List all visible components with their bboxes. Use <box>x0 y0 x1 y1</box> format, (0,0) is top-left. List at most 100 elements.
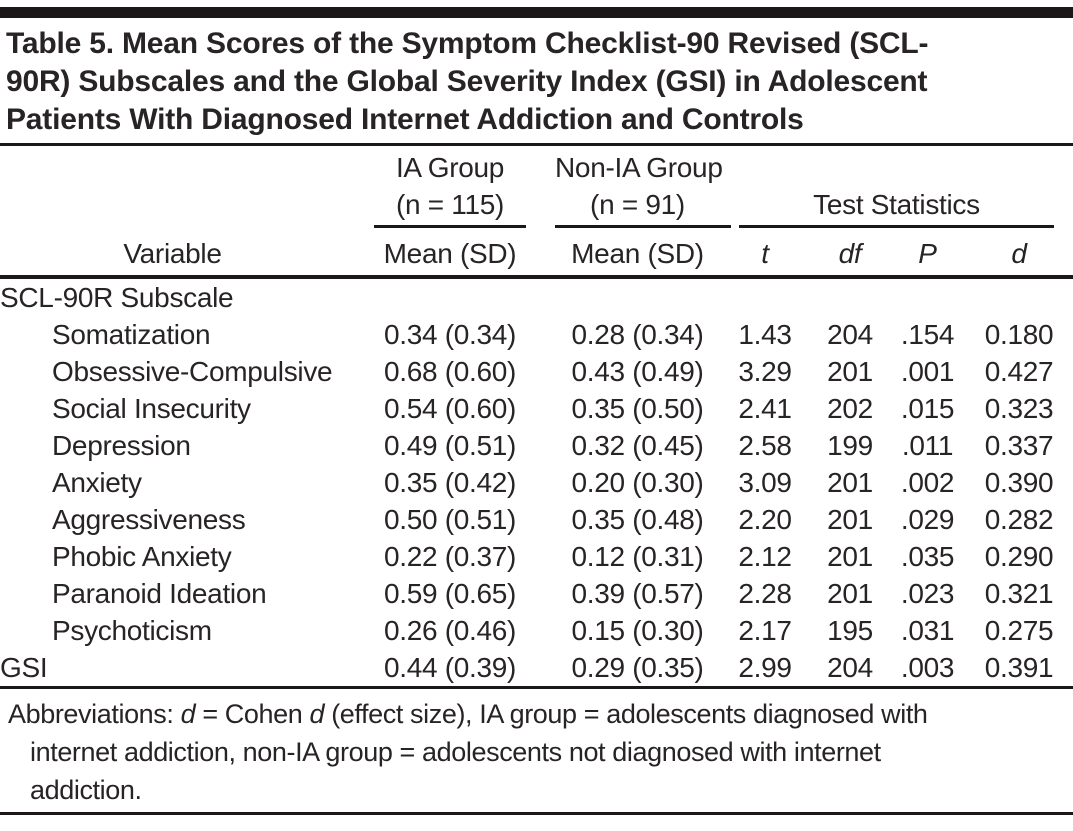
non-ia-mean-column-header: Mean (SD) <box>555 228 720 279</box>
d-cell: 0.321 <box>984 577 1054 609</box>
df-cell: 199 <box>827 429 873 461</box>
table-row: Somatization 0.34 (0.34) 0.28 (0.34) 1.43 20… <box>0 316 1073 353</box>
non-ia-mean-cell: 0.32 (0.45) <box>571 429 704 461</box>
df-column-header: df <box>810 228 890 279</box>
variable-cell: Paranoid Ideation <box>52 577 267 609</box>
t-cell: 2.20 <box>738 503 792 535</box>
t-cell: 2.17 <box>738 614 792 646</box>
t-cell: 1.43 <box>738 318 792 350</box>
table-body: SCL-90R Subscale Somatization 0.34 (0.34) 0… <box>0 277 1073 689</box>
d-cell: 0.391 <box>965 649 1073 689</box>
footnote-segment: (effect size), IA group = adolescents di… <box>324 699 928 729</box>
ia-mean-cell: 0.49 (0.51) <box>383 429 517 461</box>
footnote-line2: internet addiction, non-IA group = adole… <box>30 737 881 767</box>
p-cell: .023 <box>900 577 955 609</box>
ia-mean-cell: 0.50 (0.51) <box>383 503 517 535</box>
non-ia-mean-cell: 0.29 (0.35) <box>555 649 720 689</box>
p-cell: .029 <box>900 503 955 535</box>
d-cell: 0.323 <box>984 392 1054 424</box>
ia-group-underline <box>374 225 526 228</box>
d-column-header: d <box>965 228 1073 279</box>
ia-group-header: IA Group <box>395 152 505 183</box>
group-n-row: (n = 115) (n = 91) Test Statistics <box>0 184 1073 228</box>
variable-cell: Phobic Anxiety <box>52 540 232 572</box>
variable-cell: Anxiety <box>52 466 142 498</box>
df-cell: 201 <box>827 503 873 535</box>
df-cell: 201 <box>827 355 873 387</box>
ia-mean-cell: 0.35 (0.42) <box>383 466 517 498</box>
top-black-bar <box>0 7 1073 18</box>
ia-mean-cell: 0.68 (0.60) <box>383 355 517 387</box>
df-cell: 204 <box>810 649 890 689</box>
d-cell: 0.180 <box>984 318 1054 350</box>
empty-header-cell <box>0 148 345 184</box>
ia-group-n-header: (n = 115) <box>345 184 555 228</box>
df-cell <box>810 277 890 316</box>
df-cell: 201 <box>827 466 873 498</box>
p-column-header: P <box>890 228 965 279</box>
t-cell: 3.09 <box>738 466 792 498</box>
table-row: SCL-90R Subscale <box>0 277 1073 316</box>
table-row: Depression 0.49 (0.51) 0.32 (0.45) 2.58 199.… <box>0 427 1073 464</box>
table-title-line3: Patients With Diagnosed Internet Addicti… <box>6 103 804 136</box>
table-row: Psychoticism 0.26 (0.46) 0.15 (0.30) 2.17 19… <box>0 612 1073 649</box>
t-cell: 2.28 <box>738 577 792 609</box>
d-cell: 0.390 <box>984 466 1054 498</box>
t-cell: 3.29 <box>738 355 792 387</box>
variable-column-header: Variable <box>0 228 345 279</box>
non-ia-mean-cell: 0.43 (0.49) <box>571 355 704 387</box>
table-header: IA Group Non-IA Group (n = 115) (n = 91)… <box>0 148 1073 279</box>
p-cell <box>890 277 965 316</box>
df-cell: 204 <box>827 318 873 350</box>
test-statistics-underline <box>739 225 1054 228</box>
p-cell: .015 <box>900 392 955 424</box>
t-cell <box>720 277 810 316</box>
df-cell: 201 <box>827 540 873 572</box>
table-row: Anxiety 0.35 (0.42) 0.20 (0.30) 3.09 201 .002… <box>0 464 1073 501</box>
p-cell: .154 <box>900 318 955 350</box>
non-ia-group-n-label: (n = 91) <box>590 189 685 220</box>
footnote-segment: = Cohen <box>195 699 310 729</box>
t-cell: 2.99 <box>720 649 810 689</box>
abbreviations-footnote: Abbreviations: d = Cohen d (effect size)… <box>0 695 1073 809</box>
p-cell: .003 <box>890 649 965 689</box>
df-cell: 201 <box>827 577 873 609</box>
variable-cell: Somatization <box>52 318 211 350</box>
variable-cell: Psychoticism <box>52 614 212 646</box>
df-cell: 202 <box>827 392 873 424</box>
t-cell: 2.41 <box>738 392 792 424</box>
d-cell: 0.275 <box>984 614 1054 646</box>
t-cell: 2.58 <box>738 429 792 461</box>
d-cell <box>965 277 1073 316</box>
p-cell: .011 <box>901 429 954 461</box>
column-header-row: Variable Mean (SD) Mean (SD) t df P d <box>0 228 1073 279</box>
variable-cell: SCL-90R Subscale <box>0 281 234 313</box>
non-ia-mean-cell: 0.12 (0.31) <box>571 540 704 572</box>
empty-header-cell <box>720 148 1073 184</box>
p-cell: .035 <box>900 540 955 572</box>
ia-mean-cell <box>345 277 555 316</box>
footnote-line1: Abbreviations: d = Cohen d (effect size)… <box>0 695 1073 733</box>
p-cell: .001 <box>900 355 955 387</box>
group-header-row: IA Group Non-IA Group <box>0 148 1073 184</box>
ia-mean-column-header: Mean (SD) <box>345 228 555 279</box>
variable-cell: Obsessive-Compulsive <box>52 355 333 387</box>
non-ia-mean-cell: 0.39 (0.57) <box>571 577 704 609</box>
t-cell: 2.12 <box>738 540 792 572</box>
non-ia-group-n-header: (n = 91) <box>555 184 731 228</box>
table-row: Phobic Anxiety 0.22 (0.37) 0.12 (0.31) 2.12… <box>0 538 1073 575</box>
table-row: Social Insecurity 0.54 (0.60) 0.35 (0.50) 2… <box>0 390 1073 427</box>
d-cell: 0.427 <box>984 355 1054 387</box>
p-cell: .002 <box>900 466 955 498</box>
title-bottom-rule <box>0 143 1073 146</box>
ia-mean-cell: 0.59 (0.65) <box>383 577 517 609</box>
df-cell: 195 <box>827 614 873 646</box>
table-row: Paranoid Ideation 0.59 (0.65) 0.39 (0.57) 2… <box>0 575 1073 612</box>
ia-mean-cell: 0.54 (0.60) <box>383 392 517 424</box>
table-row: Aggressiveness 0.50 (0.51) 0.35 (0.48) 2.20… <box>0 501 1073 538</box>
non-ia-group-header: Non-IA Group <box>555 152 723 183</box>
non-ia-mean-cell: 0.35 (0.48) <box>571 503 704 535</box>
non-ia-mean-cell: 0.15 (0.30) <box>571 614 704 646</box>
footnote-d-italic: d <box>309 699 325 729</box>
